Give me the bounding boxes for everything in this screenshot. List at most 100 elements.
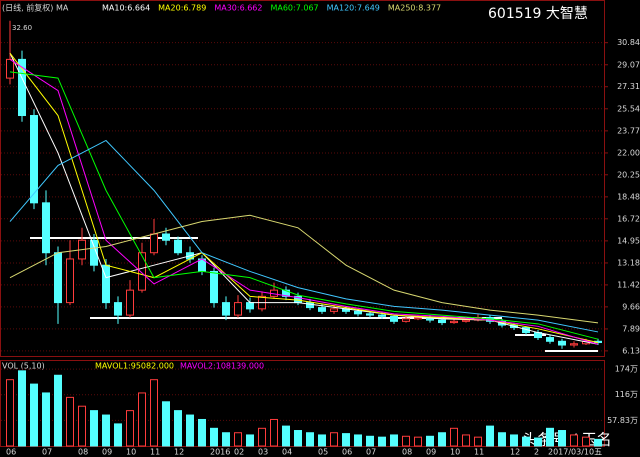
y-tick-label: 25.54 [617,104,640,113]
candle-body [246,302,254,310]
candle-body [450,320,458,324]
ma-line [9,52,599,344]
candle-body [162,233,170,241]
peak-label: 32.60 [12,24,32,32]
legend-entry: MA250:8.377 [388,4,441,13]
candle-body [6,58,14,79]
volume-bar [198,418,206,447]
y-tick-label: 16.72 [617,214,640,223]
y-tick-label: 116万 [615,390,638,399]
volume-bar [426,435,434,447]
x-tick-label: 04 [282,448,292,457]
volume-bar [42,392,50,447]
candle-body [222,302,230,316]
y-tick-label: 27.31 [617,82,640,91]
x-tick-label: 08 [402,448,412,457]
volume-bar [18,370,26,447]
candle-body [114,302,122,316]
volume-bar [414,436,422,447]
volume-bar [102,414,110,447]
candle-body [210,270,218,304]
volume-bar [486,425,494,447]
x-tick-label: 07 [366,448,376,457]
volume-bar [438,432,446,447]
y-tick-label: 22.00 [617,148,640,157]
volume-bar [78,405,86,447]
ma-line [9,139,599,333]
y-tick-label: 20.25 [617,170,640,179]
volume-bar [30,383,38,447]
volume-bar [126,410,134,447]
x-tick-label: 10 [126,448,136,457]
volume-bar [162,401,170,447]
ma-label: MA [56,4,69,13]
volume-bar [306,432,314,447]
volume-bar [378,436,386,447]
volume-bar [534,437,542,447]
candle-body [414,317,422,320]
x-tick-label: 08 [78,448,88,457]
candle-body [282,289,290,297]
volume-bar [522,436,530,447]
volume-bar [366,435,374,447]
candle-body [546,337,554,342]
volume-bar [150,379,158,447]
candle-body [438,319,446,324]
volume-bar [54,374,62,447]
volume-bar [174,410,182,447]
volume-bar [474,436,482,447]
y-tick-label: 174万 [615,365,638,374]
y-tick-label: 57.83万 [607,416,638,425]
volume-bar [594,438,602,447]
chart-title: 601519 大智慧 [488,6,588,22]
volume-bar [270,418,278,447]
x-tick-label: 07 [42,448,52,457]
ma-line [9,71,599,340]
y-tick-label: 11.42 [617,280,640,289]
candle-body [174,239,182,254]
x-tick-label: 09 [102,448,112,457]
date-label: 2017/03/10五 [548,448,602,457]
candle-body [90,239,98,266]
legend-entry: MAVOL2:108139.000 [180,362,264,371]
x-tick-label: 10 [450,448,460,457]
candle-body [462,319,470,322]
x-tick-label: 11 [150,448,160,457]
candle-body [234,302,242,316]
volume-bar [498,432,506,447]
x-tick-label: 06 [342,448,352,457]
volume-bar [234,432,242,447]
y-tick-label: 9.66 [622,302,640,311]
legend-entry: MA120:7.649 [327,4,380,13]
volume-bar [402,435,410,447]
volume-bar [294,430,302,447]
volume-bar [462,434,470,447]
volume-bar [450,427,458,447]
chart-subtitle: (日线, 前复权) [2,3,53,13]
y-tick-label: 23.77 [617,126,640,135]
y-tick-label: 14.95 [617,236,640,245]
volume-bar [390,434,398,447]
volume-title: VOL (5,10) [2,362,45,371]
volume-bar [246,434,254,447]
y-tick-label: 7.89 [622,324,640,333]
x-tick-label: 06 [6,448,16,457]
volume-bar [510,434,518,447]
y-tick-label: 6.13 [622,346,640,355]
candle-body [30,115,38,204]
legend-entry: MA60:7.067 [270,4,318,13]
ma-line [9,58,599,345]
volume-bar [90,410,98,447]
volume-bar [330,432,338,447]
candle-body [402,318,410,322]
candle-body [42,202,50,254]
volume-bar [186,414,194,447]
x-tick-label: 11 [474,448,484,457]
x-tick-label: 2016 [210,448,230,457]
y-tick-label: 18.48 [617,192,640,201]
volume-bar [138,392,146,447]
x-tick-label: 05 [318,448,328,457]
x-tick-label: 12 [510,448,520,457]
candle-body [18,58,26,117]
volume-bar [114,423,122,447]
